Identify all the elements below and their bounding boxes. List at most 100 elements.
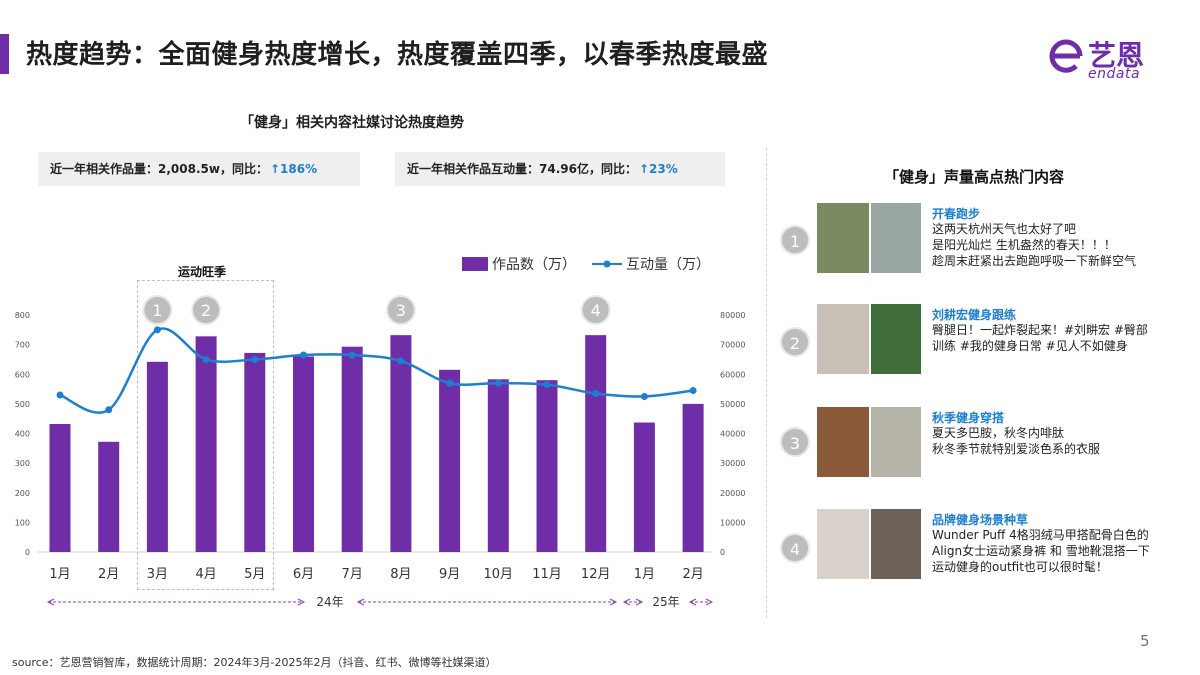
post-thumbnail[interactable] <box>817 509 921 579</box>
post-title: 秋季健身穿搭 <box>932 411 1005 425</box>
legend-bar-label: 作品数（万） <box>492 257 576 273</box>
peak-season-box <box>137 280 274 590</box>
bar <box>195 336 217 552</box>
bar <box>49 424 71 552</box>
hot-content-title: 「健身」声量高点热门内容 <box>884 168 1065 186</box>
hot-content-item[interactable]: 3 秋季健身穿搭 夏天多巴胺，秋冬内啡肽 秋冬季节就特别爱淡色系的衣服 <box>780 407 1190 487</box>
line-point <box>202 355 210 363</box>
y-tick-left: 300 <box>15 459 30 468</box>
post-thumbnail[interactable] <box>817 203 921 273</box>
x-tick-label: 4月 <box>195 567 216 582</box>
bar <box>244 352 266 552</box>
photo-image <box>817 509 869 579</box>
x-tick-label: 1月 <box>634 567 655 582</box>
legend-bar-swatch <box>462 257 488 271</box>
hot-content-item[interactable]: 2 刘耕宏健身跟练 臀腿日！一起炸裂起来！#刘畊宏 #臀部 训练 #我的健身日常 #… <box>780 304 1190 384</box>
photo-image <box>869 304 921 374</box>
post-title: 开春跑步 <box>932 207 981 221</box>
line-point <box>56 391 64 399</box>
line-point <box>640 392 648 400</box>
peak-marker-label: 4 <box>591 301 601 320</box>
bar <box>341 346 363 552</box>
stat-box-works: 近一年相关作品量：2,008.5w，同比： ↑186% <box>38 152 360 186</box>
stat-label: 近一年相关作品量：2,008.5w，同比： <box>50 162 268 176</box>
y-tick-left: 400 <box>15 430 30 439</box>
y-tick-right: 20000 <box>720 489 745 498</box>
logo-text-en: endata <box>1088 66 1141 82</box>
bar <box>98 441 120 552</box>
line-point <box>153 326 161 334</box>
rank-badge: 3 <box>780 427 810 457</box>
x-tick-label: 9月 <box>439 567 460 582</box>
y-tick-right: 50000 <box>720 400 745 409</box>
x-tick-label: 11月 <box>532 567 562 582</box>
y-tick-left: 100 <box>15 518 30 527</box>
y-tick-left: 600 <box>15 370 30 379</box>
y-tick-right: 30000 <box>720 459 745 468</box>
line-point <box>494 379 502 387</box>
peak-marker <box>142 295 173 325</box>
stat-change: 186% <box>280 162 318 176</box>
y-tick-right: 10000 <box>720 518 745 527</box>
title-accent-bar <box>0 34 9 74</box>
post-thumbnail[interactable] <box>817 407 921 477</box>
legend-line-swatch <box>592 260 622 268</box>
arrow-left-icon <box>46 598 55 606</box>
peak-marker <box>191 295 222 325</box>
page-number: 5 <box>1140 632 1150 650</box>
arrow-up-icon: ↑ <box>638 162 650 176</box>
bar <box>633 422 655 552</box>
x-tick-label: 6月 <box>293 567 314 582</box>
post-description: Wunder Puff 4格羽绒马甲搭配骨白色的 Align女士运动紧身裤 和 … <box>932 528 1150 574</box>
y-tick-left: 200 <box>15 489 30 498</box>
year-label-25: 25年 <box>652 595 679 609</box>
stat-box-interactions: 近一年相关作品互动量：74.96亿，同比： ↑23% <box>395 152 725 186</box>
arrow-up-icon: ↑ <box>269 162 281 176</box>
post-thumbnail[interactable] <box>817 304 921 374</box>
page-title: 热度趋势：全面健身热度增长，热度覆盖四季，以春季热度最盛 <box>26 40 769 70</box>
x-tick-label: 10月 <box>484 567 514 582</box>
bar <box>146 361 168 552</box>
line-point <box>689 387 697 395</box>
post-description: 这两天杭州天气也太好了吧 是阳光灿烂 生机盎然的春天！！！ 趁周末赶紧出去跑跑呼… <box>932 222 1137 268</box>
legend-line-label: 互动量（万） <box>626 257 710 273</box>
y-tick-right: 80000 <box>720 311 745 320</box>
bar <box>487 379 509 552</box>
arrow-right-icon <box>635 598 644 606</box>
post-description: 臀腿日！一起炸裂起来！#刘畊宏 #臀部 训练 #我的健身日常 #见人不如健身 <box>932 323 1148 353</box>
x-tick-label: 7月 <box>342 567 363 582</box>
bar <box>439 369 461 552</box>
line-point <box>592 390 600 398</box>
y-tick-left: 0 <box>25 548 30 557</box>
stat-label: 近一年相关作品互动量：74.96亿，同比： <box>407 162 637 176</box>
bar <box>536 380 558 552</box>
bar <box>585 335 607 552</box>
post-title: 品牌健身场景种草 <box>932 513 1029 527</box>
hot-content-item[interactable]: 1 开春跑步 这两天杭州天气也太好了吧 是阳光灿烂 生机盎然的春天！！！ 趁周末赶紧… <box>780 203 1190 283</box>
peak-marker-label: 2 <box>201 301 211 320</box>
line-point <box>446 379 454 387</box>
x-tick-label: 2月 <box>682 567 703 582</box>
photo-image <box>869 203 921 273</box>
y-tick-right: 60000 <box>720 370 745 379</box>
section-divider <box>766 148 767 618</box>
x-tick-label: 1月 <box>49 567 70 582</box>
hot-content-item[interactable]: 4 品牌健身场景种草 Wunder Puff 4格羽绒马甲搭配骨白色的 Align女… <box>780 509 1190 589</box>
photo-image <box>817 407 869 477</box>
peak-marker <box>580 295 611 325</box>
arrow-left-icon <box>688 598 697 606</box>
arrow-right-icon <box>705 598 714 606</box>
peak-marker-label: 1 <box>152 301 162 320</box>
x-tick-label: 8月 <box>390 567 411 582</box>
y-tick-right: 0 <box>720 548 725 557</box>
line-point <box>300 351 307 359</box>
chart-title: 「健身」相关内容社媒讨论热度趋势 <box>240 115 464 131</box>
logo-text-cn: 艺恩 <box>1088 39 1145 72</box>
line-point <box>543 381 551 389</box>
peak-marker-label: 3 <box>396 301 406 320</box>
rank-badge: 4 <box>780 533 810 563</box>
line-point <box>105 406 113 414</box>
peak-season-label: 运动旺季 <box>178 265 227 279</box>
x-tick-label: 12月 <box>581 567 611 582</box>
y-tick-right: 70000 <box>720 341 745 350</box>
